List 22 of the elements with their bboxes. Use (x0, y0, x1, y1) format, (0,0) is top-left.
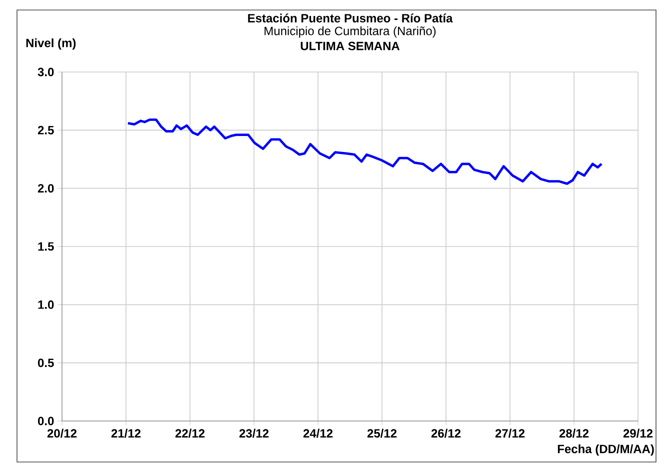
y-tick-label: 0.5 (38, 358, 54, 368)
chart-subtitle: Municipio de Cumbitara (Nariño) (264, 26, 436, 38)
y-tick-label: 2.5 (38, 126, 54, 134)
y-axis-title: Nivel (m) (26, 38, 76, 50)
chart-title: Estación Puente Pusmeo - Río Patía (248, 14, 453, 22)
x-tick-label: 23/12 (239, 428, 269, 438)
y-tick-label: 1.5 (38, 242, 54, 251)
x-tick-label: 20/12 (47, 428, 77, 438)
y-tick-label: 3.0 (38, 68, 54, 76)
x-tick-label: 28/12 (559, 428, 589, 438)
x-tick-label: 22/12 (175, 428, 205, 438)
x-tick-label: 24/12 (303, 428, 333, 438)
y-tick-label: 2.0 (38, 184, 54, 193)
y-tick-label: 0.0 (38, 416, 54, 426)
x-tick-label: 27/12 (495, 428, 525, 438)
y-tick-label: 1.0 (38, 300, 54, 309)
x-axis-title: Fecha (DD/M/AA) (558, 444, 654, 456)
text: ULTIMA SEMANA (300, 42, 400, 50)
x-tick-label: 21/12 (111, 428, 141, 438)
x-tick-label: 25/12 (367, 428, 397, 438)
x-tick-label: 26/12 (431, 428, 461, 438)
x-tick-label: 29/12 (623, 428, 653, 438)
